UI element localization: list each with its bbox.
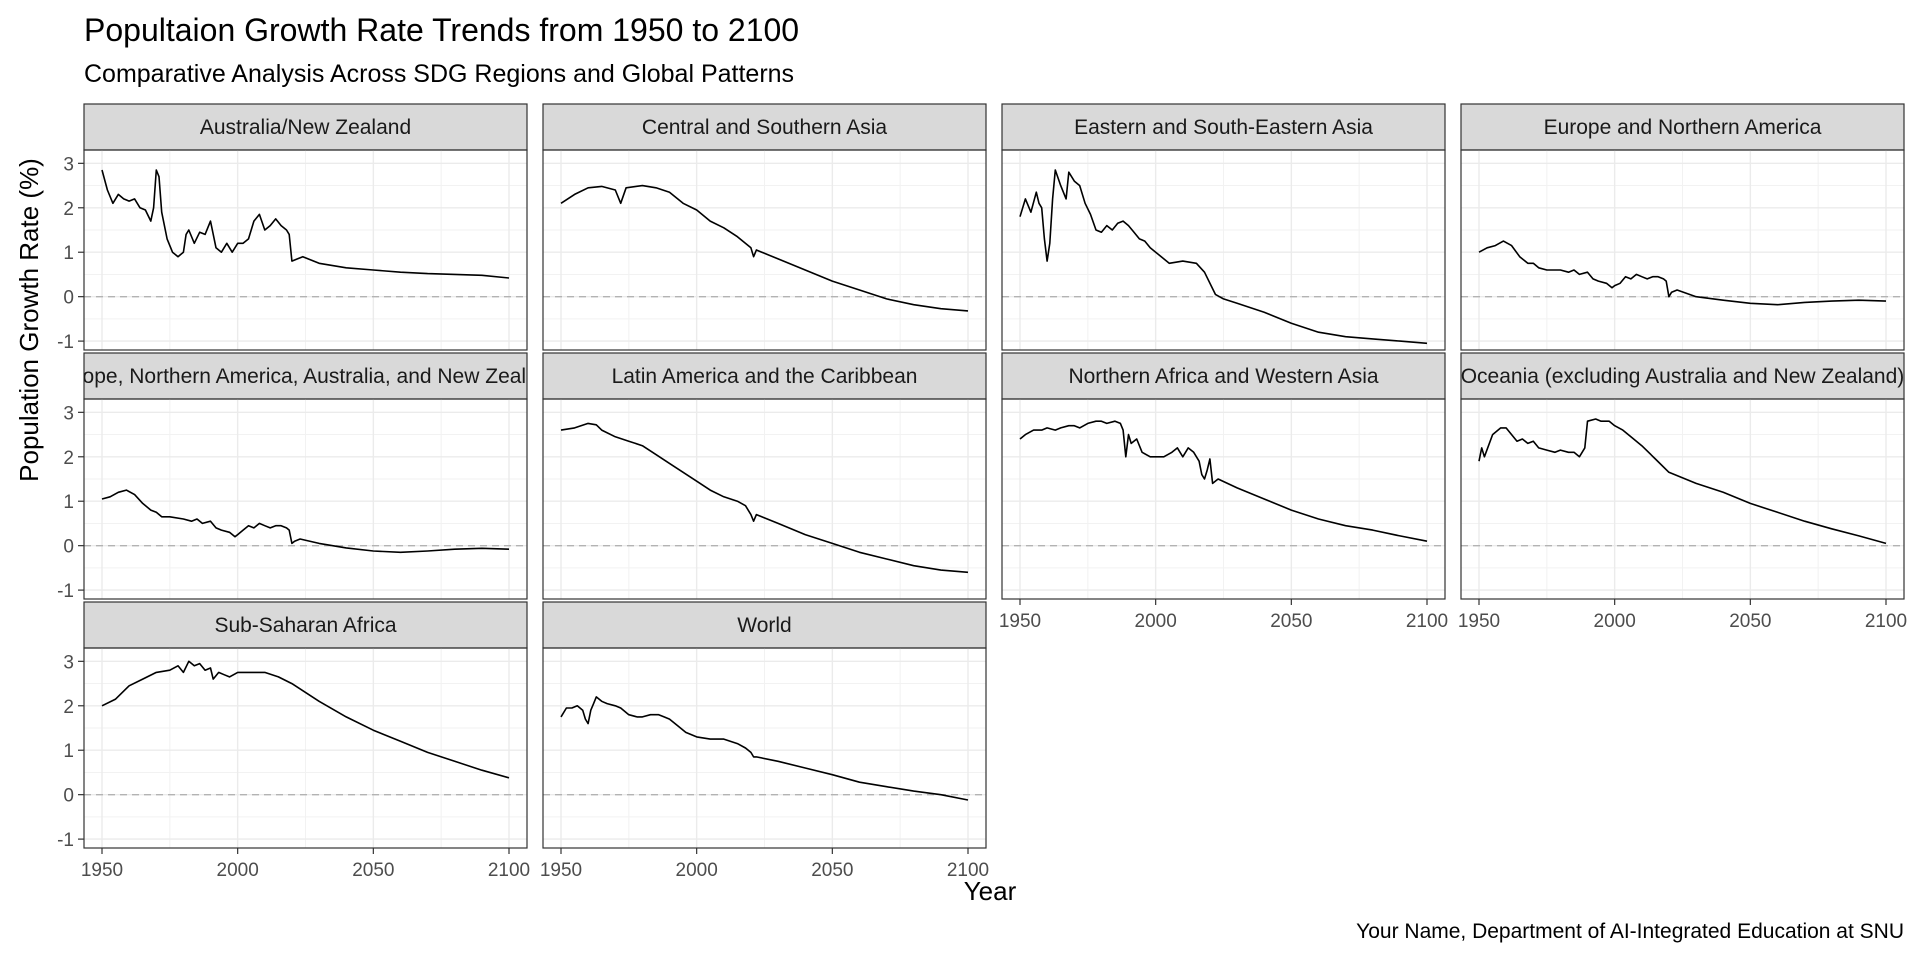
facet-strip	[542, 601, 987, 649]
facet-strip-label: Oceania (excluding Australia and New Zea…	[1461, 365, 1905, 388]
facet-panel-oceania-excluding-australia-and-new-zealand: Oceania (excluding Australia and New Zea…	[1458, 352, 1907, 632]
panel-border	[1001, 149, 1446, 351]
facet-panel-world: World 1950 2000 2050 2100	[540, 601, 989, 881]
facet-strip	[1460, 103, 1905, 151]
y-tick-label: 1	[63, 243, 74, 264]
x-tick-label: 2100	[488, 860, 530, 881]
panel-border	[83, 647, 528, 849]
panel-border	[1460, 398, 1905, 600]
x-tick-label: 1950	[81, 860, 123, 881]
panel-border	[542, 647, 987, 849]
facet-panel-latin-america-and-the-caribbean: Latin America and the Caribbean	[542, 352, 987, 600]
y-tick-label: -1	[57, 581, 74, 602]
panel-border	[1460, 149, 1905, 351]
y-tick-label: 0	[63, 288, 74, 309]
x-axis-label: Year	[963, 876, 1017, 906]
panel-border	[1001, 398, 1446, 600]
facet-strip-label: Australia/New Zealand	[200, 116, 411, 139]
series-line	[101, 660, 510, 779]
y-tick-label: 0	[63, 537, 74, 558]
series-line	[560, 184, 969, 312]
y-tick-label: -1	[57, 332, 74, 353]
series-line	[560, 696, 969, 801]
x-tick-label: 2000	[217, 860, 259, 881]
series-line	[1478, 418, 1887, 545]
series-line	[1019, 420, 1428, 542]
x-tick-label: 2000	[1594, 611, 1636, 632]
series-line	[560, 422, 969, 574]
y-tick-label: 3	[63, 403, 74, 424]
series-line	[1019, 169, 1428, 345]
facet-panel-australia-new-zealand: Australia/New Zealand -1 0 1 2 3	[57, 103, 528, 353]
facet-strip-label: Europe and Northern America	[1544, 116, 1822, 139]
chart-title: Popultaion Growth Rate Trends from 1950 …	[84, 12, 800, 48]
y-tick-label: 0	[63, 786, 74, 807]
y-tick-label: 2	[63, 697, 74, 718]
facet-strip-label: World	[737, 614, 791, 637]
series-line	[1478, 240, 1887, 306]
facet-panel-northern-africa-and-western-asia: Northern Africa and Western Asia 1950 2000…	[999, 352, 1448, 632]
facet-panel-europe-and-northern-america: Europe and Northern America	[1460, 103, 1905, 351]
x-tick-label: 1950	[999, 611, 1041, 632]
y-tick-label: 3	[63, 154, 74, 175]
x-tick-label: 1950	[1458, 611, 1500, 632]
panel-border	[83, 149, 528, 351]
facet-strip	[1001, 103, 1446, 151]
facet-strip	[83, 352, 528, 400]
series-line	[101, 169, 510, 279]
facet-panel-central-and-southern-asia: Central and Southern Asia	[542, 103, 987, 351]
x-tick-label: 2000	[676, 860, 718, 881]
x-tick-label: 2050	[352, 860, 394, 881]
facet-panel-eastern-and-south-eastern-asia: Eastern and South-Eastern Asia	[1001, 103, 1446, 351]
y-tick-label: 2	[63, 448, 74, 469]
panel-border	[83, 398, 528, 600]
x-tick-label: 2050	[1270, 611, 1312, 632]
facet-strip-label: Northern Africa and Western Asia	[1068, 365, 1378, 388]
facet-strip-label: Central and Southern Asia	[642, 116, 887, 139]
facet-strip-label: Latin America and the Caribbean	[612, 365, 918, 388]
chart-subtitle: Comparative Analysis Across SDG Regions …	[84, 60, 795, 88]
x-tick-label: 2100	[947, 860, 989, 881]
panel-border	[542, 398, 987, 600]
y-tick-label: -1	[57, 830, 74, 851]
y-tick-label: 1	[63, 492, 74, 513]
chart-caption: Your Name, Department of AI-Integrated E…	[1356, 920, 1904, 943]
facet-strip-label: Europe, Northern America, Australia, and…	[50, 365, 561, 388]
x-tick-label: 2100	[1406, 611, 1448, 632]
panel-border	[542, 149, 987, 351]
y-tick-label: 3	[63, 652, 74, 673]
x-tick-label: 2050	[1729, 611, 1771, 632]
x-tick-label: 2100	[1865, 611, 1907, 632]
x-tick-label: 2000	[1135, 611, 1177, 632]
facet-strip	[542, 352, 987, 400]
facet-panel-europe-northern-america-australia-and-new-zealand: Europe, Northern America, Australia, and…	[50, 352, 561, 602]
facet-strip-label: Sub-Saharan Africa	[214, 614, 396, 637]
facet-panel-sub-saharan-africa: Sub-Saharan Africa -1 0 1 2 3 1950 2000 2050 2100	[57, 601, 530, 881]
y-axis-label: Population Growth Rate (%)	[14, 158, 44, 482]
facet-strip	[1001, 352, 1446, 400]
facet-strip-label: Eastern and South-Eastern Asia	[1074, 116, 1373, 139]
series-line	[101, 489, 510, 554]
x-tick-label: 1950	[540, 860, 582, 881]
facet-strip	[542, 103, 987, 151]
y-tick-label: 2	[63, 199, 74, 220]
x-tick-label: 2050	[811, 860, 853, 881]
y-tick-label: 1	[63, 741, 74, 762]
